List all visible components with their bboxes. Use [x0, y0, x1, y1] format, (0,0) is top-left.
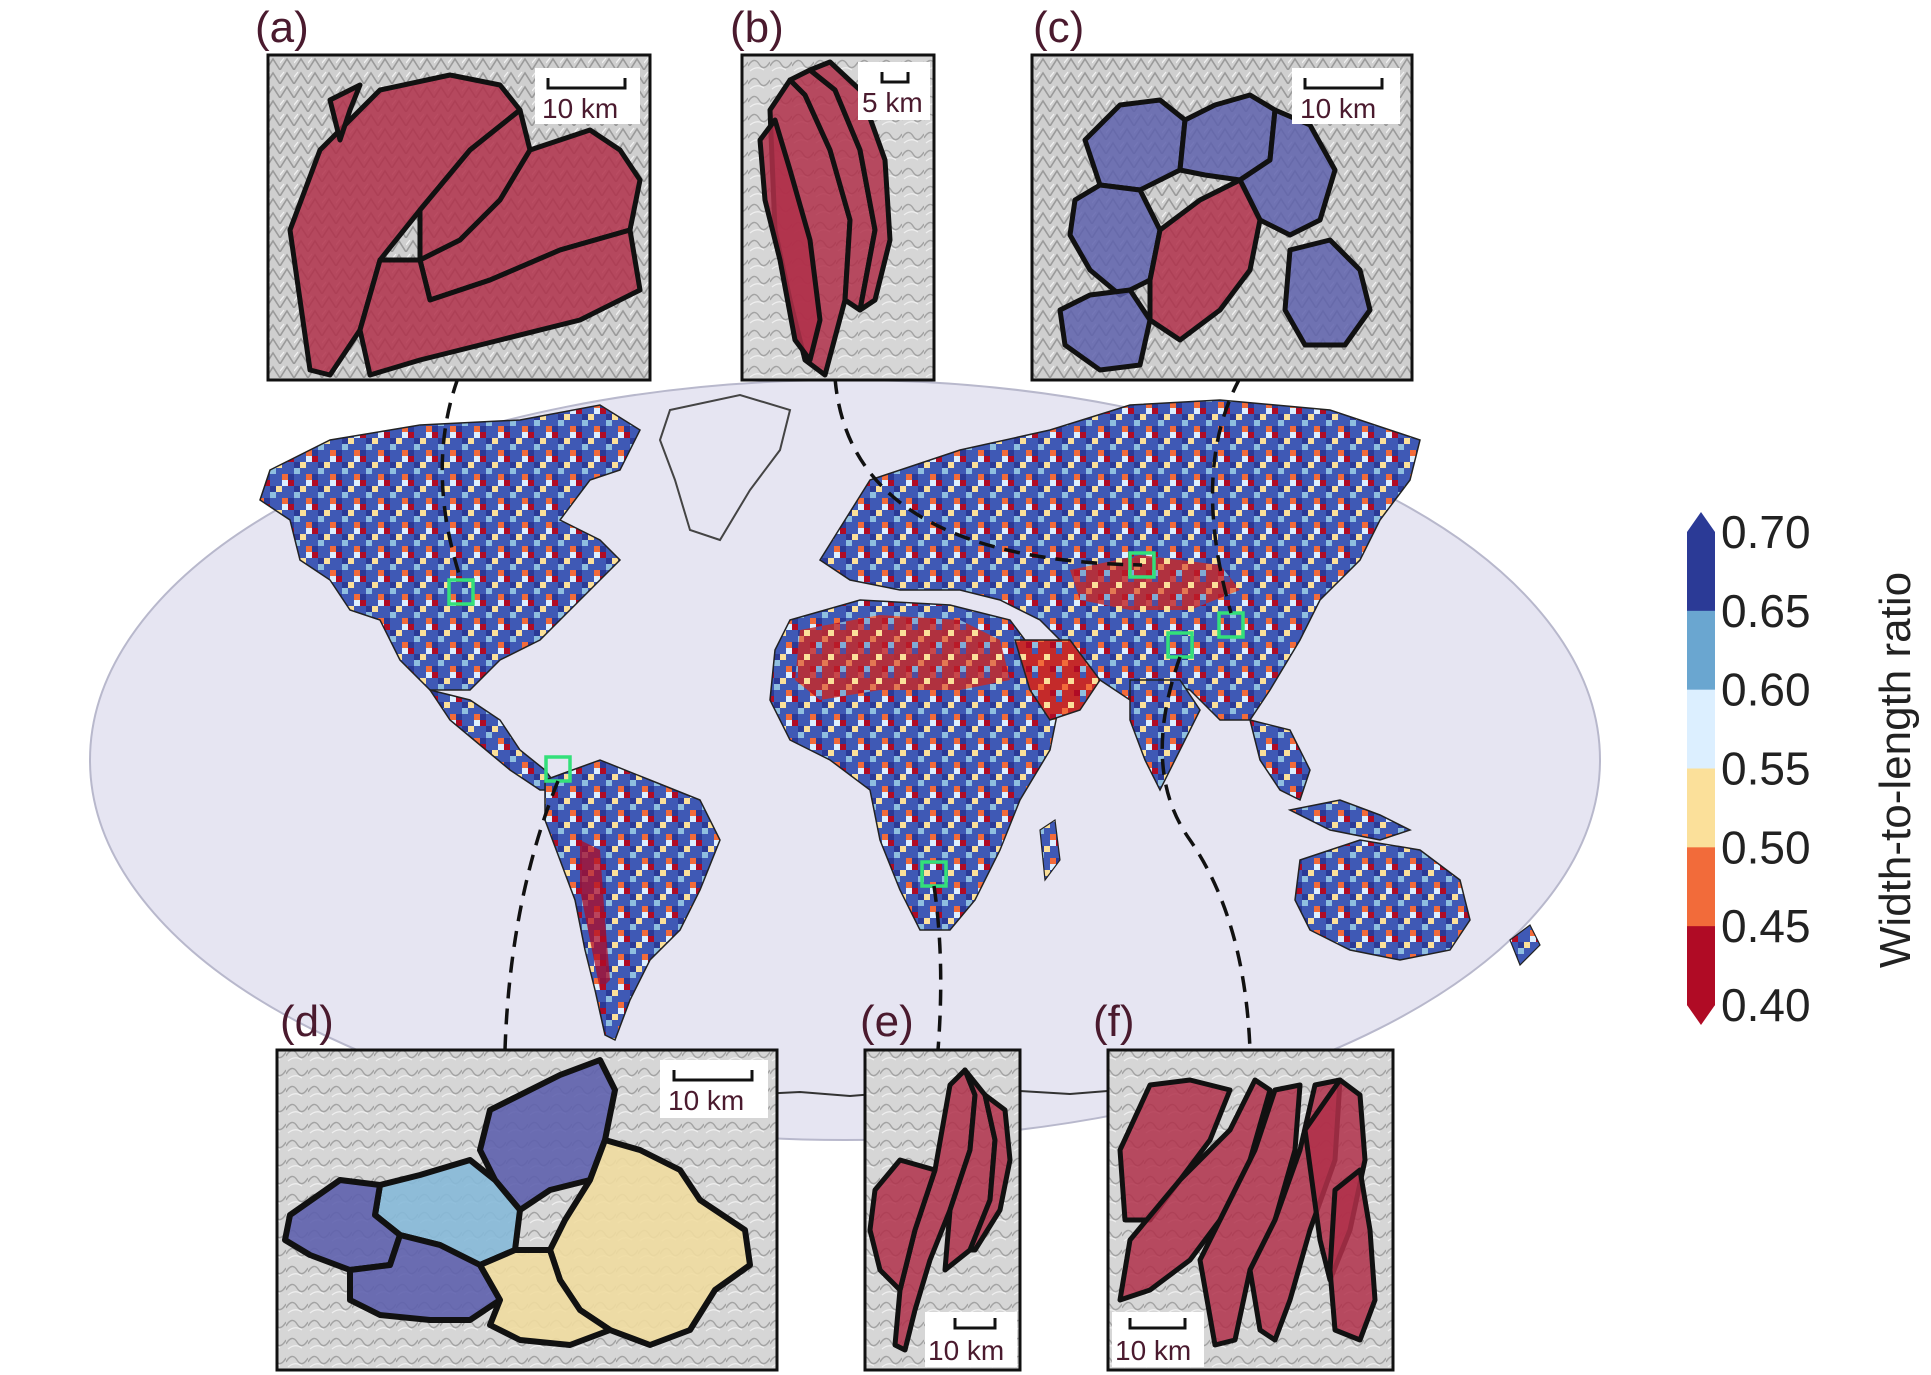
australia [1294, 839, 1471, 961]
panel-label-a: (a) [255, 3, 309, 52]
south-america [544, 759, 721, 1042]
panel-c-scale-label: 10 km [1300, 93, 1376, 124]
panel-d: (d) 10 km [275, 997, 779, 1372]
southeast-asia [1248, 718, 1311, 802]
colorbar-tick-label: 0.45 [1721, 900, 1811, 952]
colorbar-bin-0.65-0.70 [1687, 532, 1715, 612]
colorbar-tick-label: 0.60 [1721, 664, 1811, 716]
panel-d-scalebar [672, 1070, 754, 1082]
panel-f-scalebar-box [1112, 1312, 1204, 1367]
madagascar [1039, 818, 1061, 882]
panel-d-scalebar-box [660, 1060, 768, 1118]
india [1129, 679, 1201, 792]
leader-lines [440, 377, 1252, 1051]
colorbar-tick-label: 0.40 [1721, 979, 1811, 1031]
panel-c-basins [1057, 92, 1373, 373]
panel-label-c: (c) [1033, 3, 1084, 52]
panel-c-scalebar-box [1292, 68, 1400, 124]
leader-f [1160, 656, 1252, 1051]
central-asia-dryland [1070, 555, 1240, 610]
panel-b-basins [757, 59, 893, 378]
leader-c [1210, 377, 1242, 614]
sahara-dryland [795, 615, 1010, 700]
panel-label-e: (e) [860, 997, 914, 1046]
greenland [658, 393, 792, 542]
colorbar-extend-bottom [1687, 1005, 1715, 1025]
highlight-box-a [447, 578, 475, 606]
panel-a-scalebar-box [535, 68, 640, 124]
colorbar-tick-label: 0.55 [1721, 743, 1811, 795]
panel-f-basins [1117, 1077, 1378, 1348]
arabia [1013, 639, 1101, 721]
panel-e: (e) 10 km [860, 997, 1022, 1372]
colorbar-bin-0.40-0.45 [1687, 926, 1715, 1006]
panel-e-scale-label: 10 km [928, 1335, 1004, 1366]
panel-b: (b) 5 km [730, 3, 936, 382]
panel-e-scalebar-box [925, 1312, 1017, 1367]
colorbar-bin-0.45-0.50 [1687, 847, 1715, 927]
colorbar-bin-0.55-0.60 [1687, 689, 1715, 769]
new-zealand [1509, 924, 1541, 967]
panel-label-d: (d) [280, 997, 334, 1046]
panel-a: (a) 10 km [255, 3, 652, 382]
panel-f-scalebar [1128, 1318, 1187, 1330]
panel-d-basins [282, 1057, 753, 1348]
leader-b [833, 377, 1143, 567]
panel-e-scalebar [953, 1318, 997, 1330]
colorbar-tick-label: 0.50 [1721, 821, 1811, 873]
colorbar-bin-0.60-0.65 [1687, 610, 1715, 691]
colorbar-bins [1687, 532, 1715, 1006]
panel-c-scalebar [1303, 78, 1384, 90]
panel-label-b: (b) [730, 3, 784, 52]
world-map [89, 379, 1601, 1141]
colorbar-title: Width-to-length ratio [1871, 572, 1920, 968]
panel-a-scalebar [546, 78, 627, 90]
panel-a-scale-label: 10 km [542, 93, 618, 124]
colorbar-tick-label: 0.65 [1721, 585, 1811, 637]
panel-e-basins [867, 1067, 1013, 1353]
highlight-box-b [1128, 551, 1156, 579]
colorbar-bin-0.50-0.55 [1687, 768, 1715, 848]
panel-f: (f) 10 km [1093, 997, 1395, 1372]
colorbar-extend-top [1687, 512, 1715, 532]
leader-e [932, 885, 943, 1051]
panel-b-scalebar [880, 72, 910, 84]
leader-d [503, 780, 560, 1051]
andes-dryland [580, 840, 610, 990]
colorbar: 0.70 0.65 0.60 0.55 0.50 0.45 0.40 Width-to-le… [1687, 506, 1920, 1031]
colorbar-tick-label: 0.70 [1721, 506, 1811, 558]
panel-f-scale-label: 10 km [1115, 1335, 1191, 1366]
panel-b-scale-label: 5 km [862, 87, 923, 118]
panel-c: (c) 10 km [1030, 3, 1414, 382]
colorbar-ticks: 0.70 0.65 0.60 0.55 0.50 0.45 0.40 [1721, 506, 1811, 1031]
panel-a-basins [287, 72, 643, 378]
panel-b-scalebar-box [858, 62, 930, 120]
panel-label-f: (f) [1093, 997, 1135, 1046]
indonesia [1287, 799, 1412, 841]
panel-d-scale-label: 10 km [668, 1085, 744, 1116]
